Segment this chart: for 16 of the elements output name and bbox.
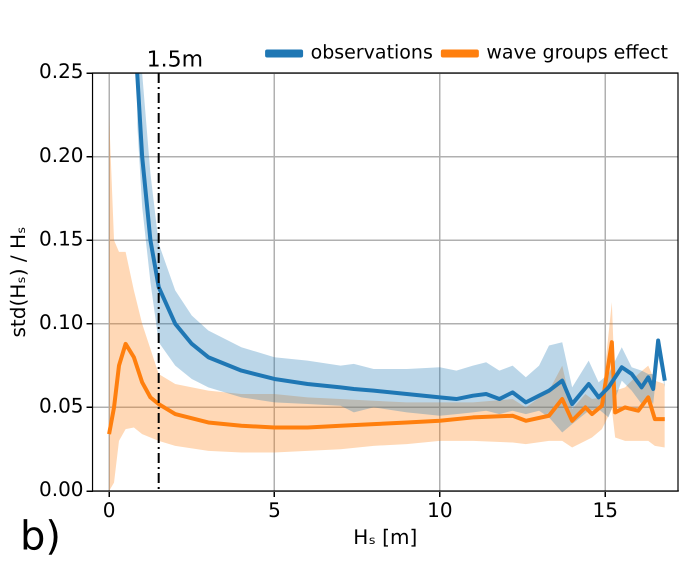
y-tick-label: 0.20 [39, 142, 84, 167]
legend-label: wave groups effect [486, 41, 668, 64]
y-tick-label: 0.25 [39, 59, 84, 84]
y-tick-label: 0.05 [39, 394, 84, 418]
x-tick-label: 5 [268, 498, 281, 522]
x-tick-label: 15 [592, 498, 618, 522]
y-tick-label: 0.15 [39, 226, 84, 250]
x-tick-label: 10 [427, 498, 453, 522]
y-axis-title: std(Hₛ) / Hₛ [6, 226, 30, 338]
y-tick-label: 0.00 [39, 477, 84, 502]
y-tick-label: 0.10 [39, 310, 84, 334]
x-tick-label: 0 [102, 498, 116, 522]
x-axis-title: Hₛ [m] [353, 525, 418, 550]
text: b) [20, 513, 61, 560]
legend-label: observations [310, 41, 433, 64]
ref-line-label: 1.5m [146, 48, 204, 73]
